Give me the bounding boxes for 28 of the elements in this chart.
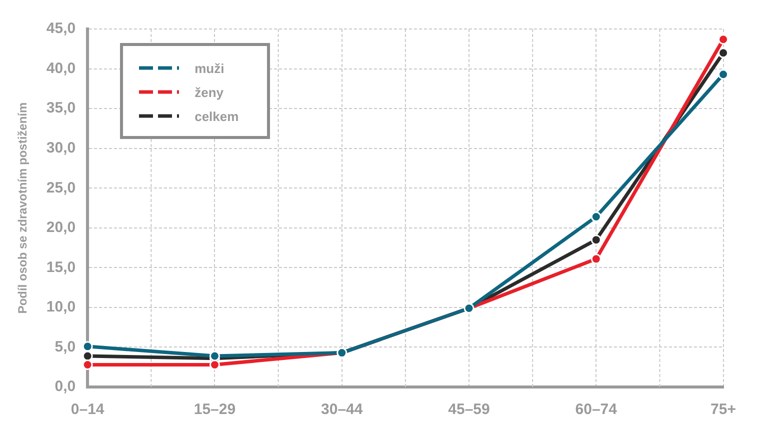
y-tick-label: 10,0 [46,298,76,316]
x-tick-label: 15–29 [194,401,236,418]
x-tick-label: 0–14 [70,401,105,418]
y-tick-label: 25,0 [46,179,76,196]
legend-label: ženy [194,84,224,100]
point [82,359,93,370]
x-tick-label: 45–59 [448,401,490,418]
y-axis-title: Podíl osob se zdravotním postižením [16,102,30,314]
x-tick-label: 75+ [710,401,736,418]
point [590,234,602,246]
point [82,341,93,352]
y-tick-label: 20,0 [46,219,76,236]
y-tick-label: 30,0 [46,139,76,156]
legend-label: celkem [194,108,239,124]
x-tick-label: 60–74 [575,401,618,418]
point [590,212,602,222]
y-tick-label: 45,0 [46,20,76,38]
y-tick-label: 15,0 [46,258,76,276]
point [590,254,602,264]
x-tick-label: 30–44 [321,401,364,418]
point [209,350,220,362]
point [82,350,93,362]
legend-label: muži [194,60,224,76]
y-tick-label: 35,0 [46,100,76,117]
y-tick-label: 0,0 [54,378,76,396]
point [209,359,220,370]
y-tick-label: 40,0 [46,60,76,77]
y-tick-label: 5,0 [54,338,76,356]
